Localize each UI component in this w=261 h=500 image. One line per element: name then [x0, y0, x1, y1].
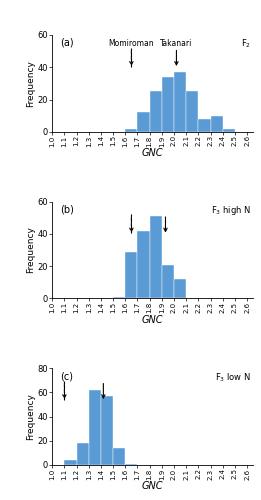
Y-axis label: Frequency: Frequency: [26, 226, 35, 274]
Y-axis label: Frequency: Frequency: [26, 60, 35, 107]
Bar: [162, 77, 174, 132]
Bar: [125, 128, 138, 132]
X-axis label: GNC: GNC: [142, 148, 163, 158]
Bar: [186, 92, 198, 132]
Bar: [64, 460, 76, 465]
Y-axis label: Frequency: Frequency: [26, 393, 35, 440]
Bar: [174, 72, 186, 132]
X-axis label: GNC: GNC: [142, 314, 163, 324]
Bar: [101, 396, 113, 465]
Bar: [89, 390, 101, 465]
Text: F$_2$: F$_2$: [241, 38, 251, 50]
Bar: [125, 464, 138, 465]
X-axis label: GNC: GNC: [142, 481, 163, 491]
Text: F$_3$ high N: F$_3$ high N: [211, 204, 251, 218]
Bar: [174, 279, 186, 298]
Text: (a): (a): [60, 38, 74, 48]
Bar: [113, 297, 125, 298]
Bar: [223, 128, 235, 132]
Bar: [198, 119, 211, 132]
Bar: [150, 216, 162, 298]
Bar: [150, 92, 162, 132]
Text: Momiroman: Momiroman: [109, 38, 154, 48]
Bar: [138, 230, 150, 298]
Text: (c): (c): [60, 371, 73, 381]
Text: F$_3$ low N: F$_3$ low N: [215, 371, 251, 384]
Text: Takanari: Takanari: [160, 38, 193, 48]
Text: (b): (b): [60, 204, 74, 214]
Bar: [125, 252, 138, 298]
Bar: [211, 116, 223, 132]
Bar: [113, 448, 125, 465]
Bar: [138, 112, 150, 132]
Bar: [76, 443, 89, 465]
Bar: [162, 264, 174, 298]
